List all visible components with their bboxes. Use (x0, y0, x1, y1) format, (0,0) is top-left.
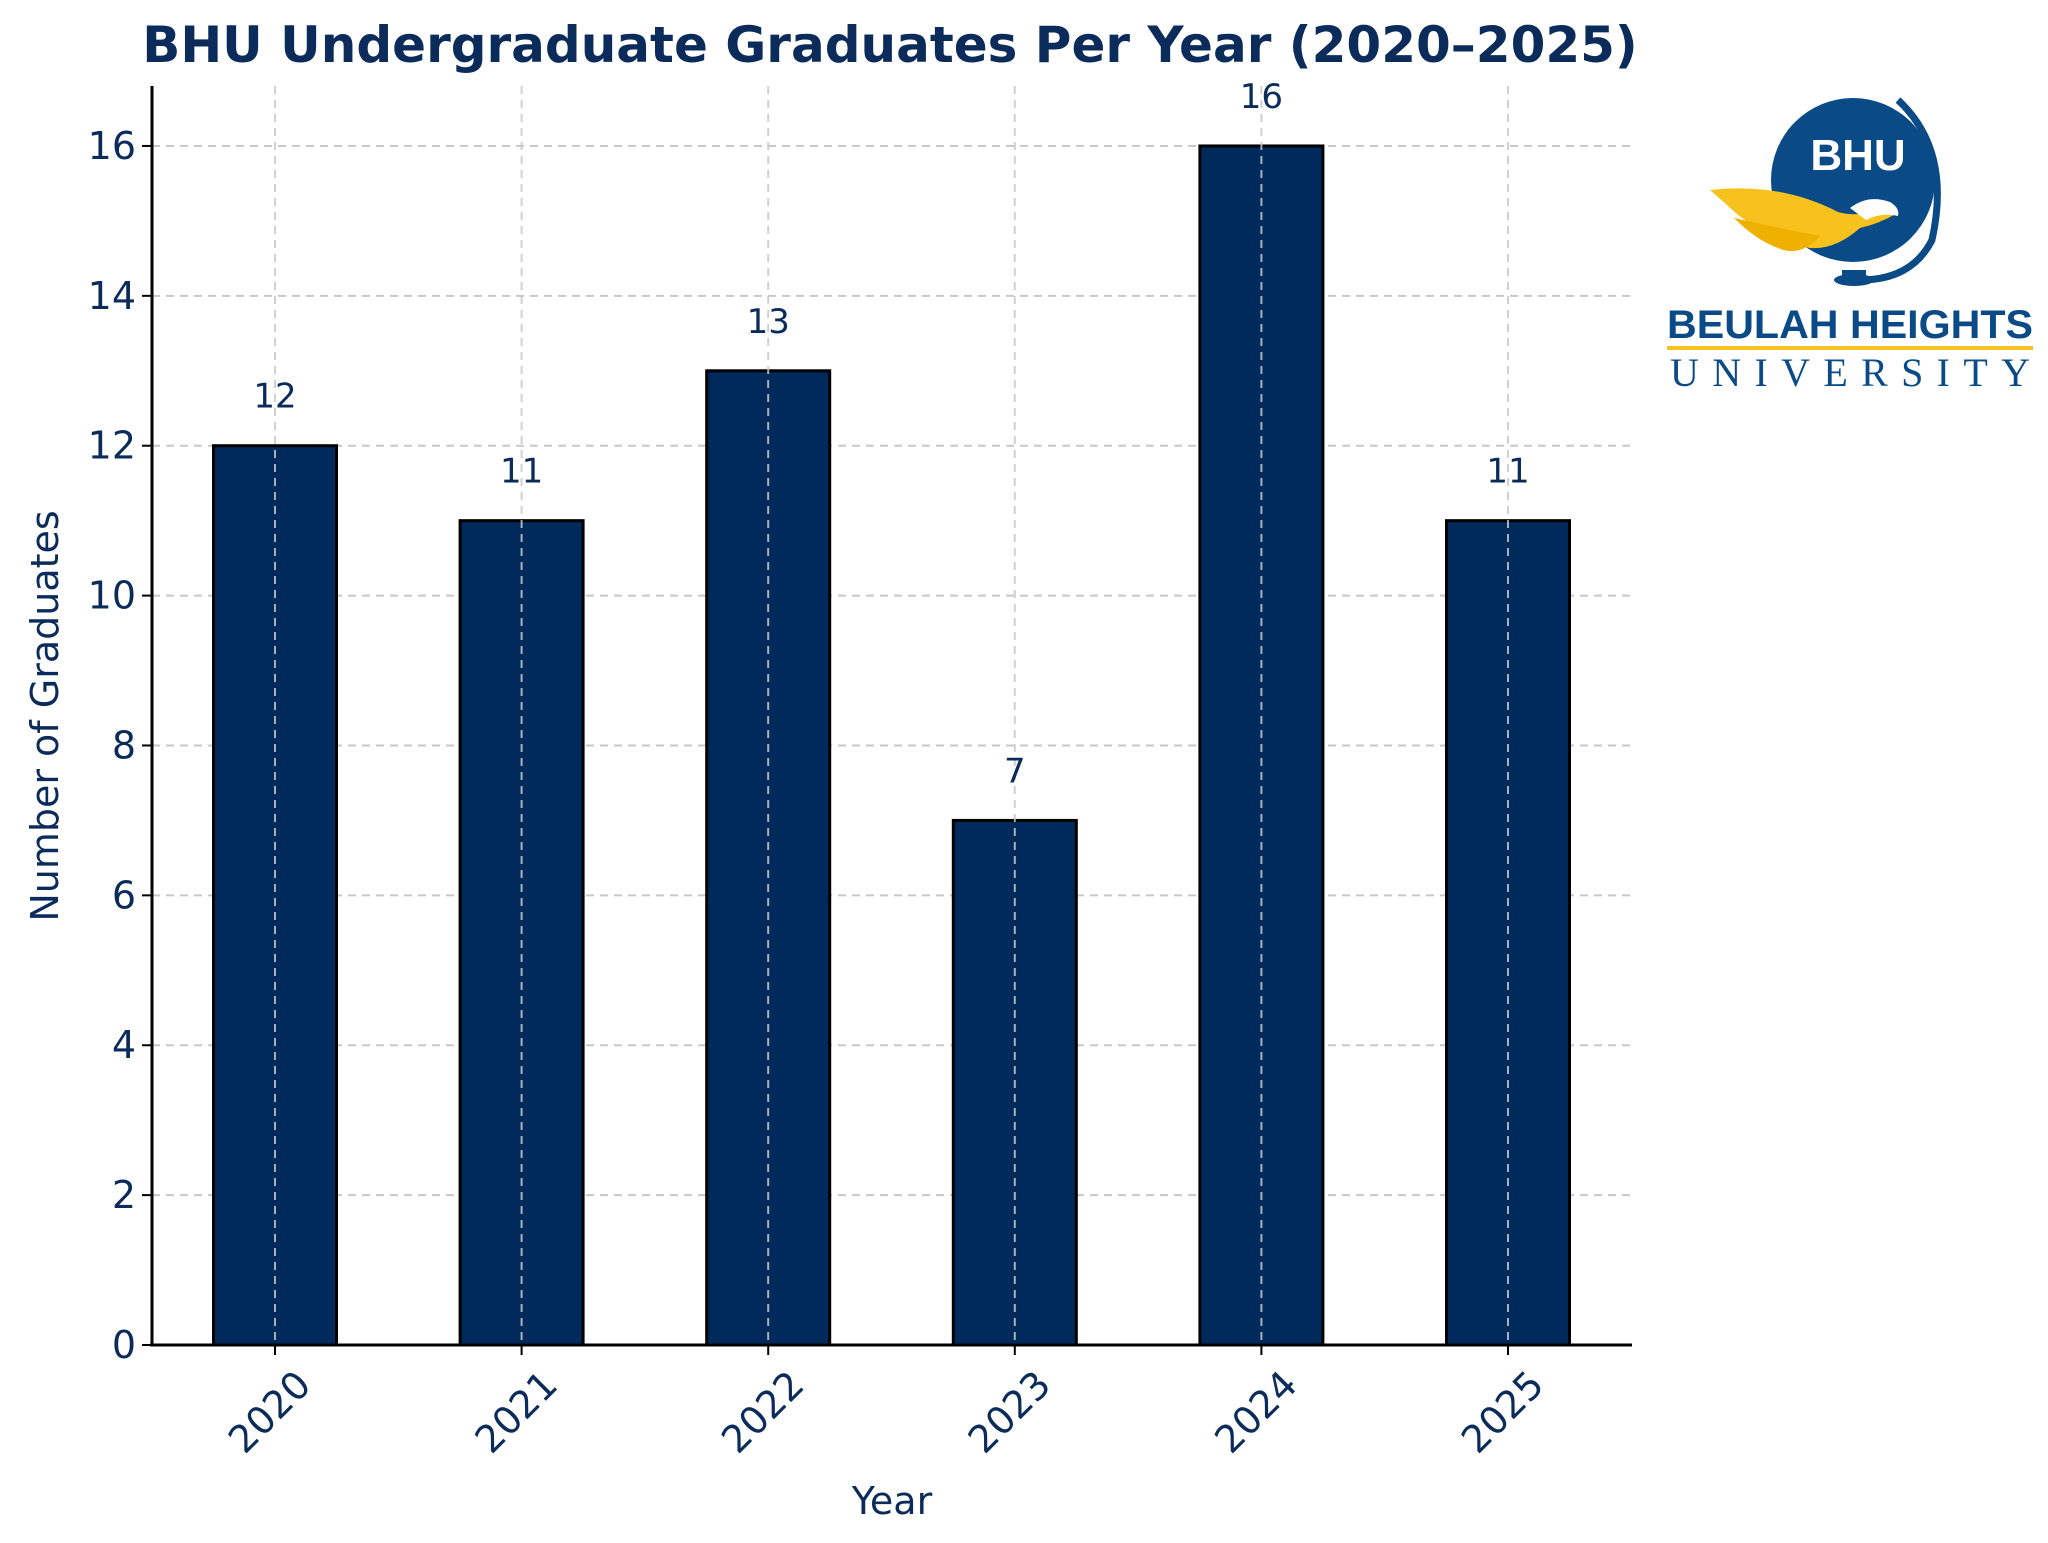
globe-arc-icon (1859, 97, 1941, 284)
y-tick-label: 10 (88, 574, 136, 618)
logo-name-line2: UNIVERSITY (1670, 350, 2030, 395)
globe-base-icon (1834, 274, 1874, 286)
data-label-2023: 7 (1004, 751, 1026, 791)
y-tick-label: 12 (88, 424, 136, 468)
x-tick-label: 2022 (713, 1362, 813, 1462)
chart-title: BHU Undergraduate Graduates Per Year (20… (142, 16, 1638, 74)
y-axis-label: Number of Graduates (23, 510, 67, 921)
x-tick-label: 2024 (1206, 1362, 1306, 1462)
data-label-2024: 16 (1240, 77, 1283, 117)
x-tick-label: 2023 (960, 1362, 1060, 1462)
x-axis-label: Year (851, 1479, 933, 1523)
x-axis-ticks: 2020 2021 2022 2023 2024 2025 (220, 1345, 1553, 1462)
y-tick-label: 16 (88, 124, 136, 168)
data-label-2021: 11 (500, 452, 543, 492)
data-label-2025: 11 (1486, 452, 1529, 492)
x-tick-label: 2020 (220, 1362, 320, 1462)
x-tick-label: 2021 (466, 1362, 566, 1462)
y-tick-label: 8 (112, 723, 136, 767)
data-label-2020: 12 (253, 377, 296, 417)
y-tick-label: 4 (112, 1023, 136, 1067)
eagle-head-icon (1850, 199, 1899, 220)
grid-lines (152, 144, 1632, 1346)
logo-divider (1667, 346, 2033, 350)
data-label-2022: 13 (747, 302, 790, 342)
y-tick-label: 0 (112, 1323, 136, 1367)
eagle-wing-lower-icon (1734, 218, 1820, 252)
data-labels: 12 11 13 7 16 11 (253, 77, 1529, 791)
logo-monogram: BHU (1810, 131, 1905, 180)
y-tick-label: 2 (112, 1173, 136, 1217)
y-axis-ticks: 0 2 4 6 8 10 12 14 16 (88, 124, 152, 1367)
logo-name-line1: BEULAH HEIGHTS (1667, 303, 2033, 347)
bars (212, 144, 1571, 1347)
eagle-wing-icon (1710, 188, 1896, 249)
university-logo: BHU BEULAH HEIGHTS UNIVERSITY (1667, 97, 2033, 395)
y-tick-label: 14 (88, 274, 136, 318)
x-tick-label: 2025 (1453, 1362, 1553, 1462)
y-tick-label: 6 (112, 873, 136, 917)
